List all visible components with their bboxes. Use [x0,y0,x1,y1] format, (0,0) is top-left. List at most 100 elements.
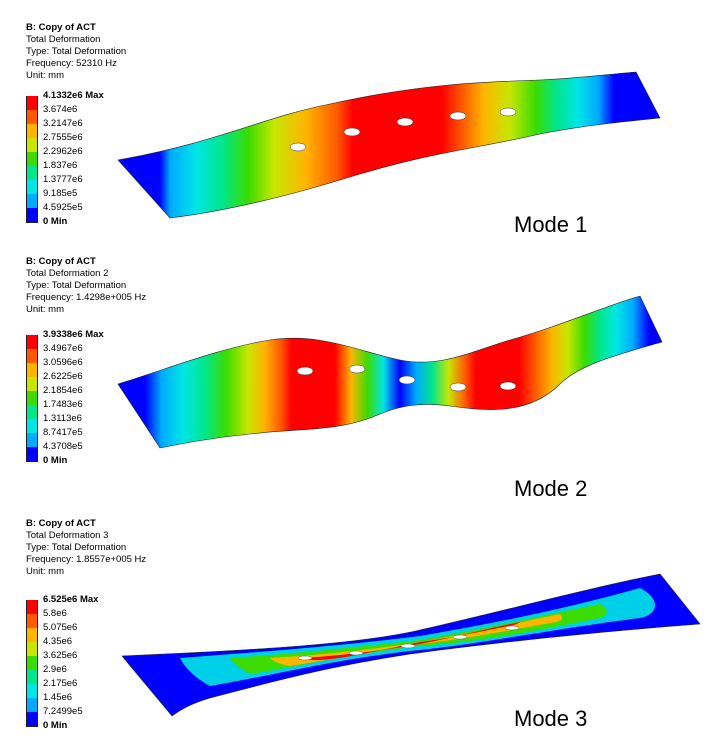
legend-value-label: 1.3777e6 [43,174,83,185]
result-info: B: Copy of ACT Total Deformation 2 Type:… [26,256,146,316]
result-info: B: Copy of ACT Total Deformation Type: T… [26,22,126,82]
plate-surface [117,295,663,449]
unit: Unit: mm [26,304,64,315]
hole [499,107,517,117]
legend-bottom-edge [26,726,38,727]
legend-swatch [26,138,38,152]
legend-value-label: 8.7417e5 [43,427,83,438]
hole [499,381,517,391]
legend-value-label: 3.9338e6 Max [43,329,104,340]
legend-swatch [26,614,38,628]
legend-value-label: 2.6225e6 [43,371,83,382]
result-type: Type: Total Deformation [26,280,127,291]
mode-label: Mode 1 [514,212,588,237]
legend-value-label: 3.4967e6 [43,343,83,354]
legend-swatch [26,110,38,124]
legend-swatch [26,208,38,222]
legend-swatch [26,628,38,642]
legend-value-label: 1.3113e6 [43,413,82,424]
legend-swatch [26,124,38,138]
legend-value-label: 1.45e6 [43,692,73,703]
hole [452,634,468,640]
legend-value-label: 0 Min [43,455,68,466]
legend-value-label: 3.625e6 [43,650,78,661]
hole [297,655,313,661]
legend-swatch [26,684,38,698]
result-name: Total Deformation 2 [26,268,109,279]
legend-value-label: 3.2147e6 [43,118,83,129]
legend-swatch [26,405,38,419]
unit: Unit: mm [26,566,64,577]
plate-surface [117,71,661,219]
legend-swatch [26,180,38,194]
legend-swatch [26,335,38,349]
result-type: Type: Total Deformation [26,542,127,553]
legend-value-label: 5.075e6 [43,622,78,633]
legend-swatch [26,712,38,726]
unit: Unit: mm [26,70,64,81]
legend-swatch [26,96,38,110]
legend-swatch [26,656,38,670]
result-type: Type: Total Deformation [26,46,127,57]
legend-value-label: 2.1854e6 [43,385,83,396]
legend-swatch [26,166,38,180]
legend-swatch [26,377,38,391]
result-name: Total Deformation [26,34,101,45]
legend-swatch [26,433,38,447]
project-title: B: Copy of ACT [26,256,96,267]
legend-value-label: 1.837e6 [43,160,78,171]
hole [449,382,467,392]
frequency: Frequency: 1.8557e+005 Hz [26,554,147,565]
legend-swatch [26,642,38,656]
frequency: Frequency: 1.4298e+005 Hz [26,292,147,303]
mode-label: Mode 3 [514,706,588,731]
legend-value-label: 2.9e6 [43,664,67,675]
legend-value-label: 3.674e6 [43,104,78,115]
mode-3-panel: B: Copy of ACT Total Deformation 3 Type:… [0,518,718,752]
project-title: B: Copy of ACT [26,518,96,529]
legend-bottom-edge [26,222,38,223]
legend-value-label: 0 Min [43,216,68,227]
mode-2-panel: B: Copy of ACT Total Deformation 2 Type:… [0,256,718,506]
legend-value-label: 0 Min [43,720,68,731]
legend-value-label: 4.1332e6 Max [43,90,104,101]
hole [296,366,314,376]
hole [348,364,366,374]
legend-value-label: 5.8e6 [43,608,67,619]
legend-value-label: 6.525e6 Max [43,594,99,605]
legend-swatch [26,391,38,405]
legend-value-label: 1.7483e6 [43,399,83,410]
legend-value-label: 9.185e5 [43,188,78,199]
legend-swatch [26,447,38,461]
deformed-plate-mode-2 [117,295,663,449]
frequency: Frequency: 52310 Hz [26,58,117,69]
legend-bottom-edge [26,461,38,462]
legend-value-label: 2.175e6 [43,678,78,689]
contour-band-yellow [270,614,563,666]
legend-swatch [26,194,38,208]
project-title: B: Copy of ACT [26,22,96,33]
hole [398,375,416,385]
legend-value-label: 2.7555e6 [43,132,83,143]
legend-value-label: 7.2499e5 [43,706,83,717]
legend-swatch [26,363,38,377]
deformed-plate-mode-3 [121,573,701,717]
hole [348,650,364,656]
hole [396,117,414,127]
hole [289,142,307,152]
legend-value-label: 4.35e6 [43,636,73,647]
legend-value-label: 4.3708e5 [43,441,83,452]
legend-swatch [26,698,38,712]
legend-value-label: 2.2962e6 [43,146,83,157]
mode-label: Mode 2 [514,476,588,501]
deformed-plate-mode-1 [117,71,661,219]
result-name: Total Deformation 3 [26,530,109,541]
hole [449,111,467,121]
legend-swatch [26,600,38,614]
legend-swatch [26,152,38,166]
mode-1-panel: B: Copy of ACT Total Deformation Type: T… [0,22,718,242]
result-info: B: Copy of ACT Total Deformation 3 Type:… [26,518,146,578]
legend-value-label: 3.0596e6 [43,357,83,368]
legend-value-label: 4.5925e5 [43,202,83,213]
hole [504,625,520,631]
